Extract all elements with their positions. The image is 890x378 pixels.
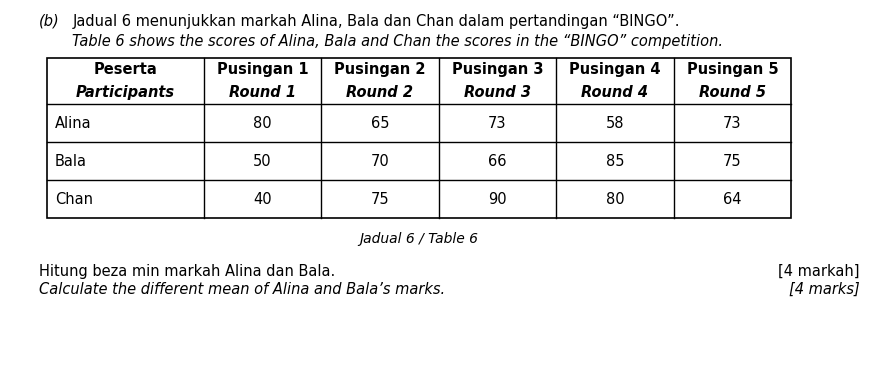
Text: Jadual 6 menunjukkan markah Alina, Bala dan Chan dalam pertandingan “BINGO”.: Jadual 6 menunjukkan markah Alina, Bala … <box>72 14 680 29</box>
Text: 73: 73 <box>723 116 741 130</box>
Text: Pusingan 5: Pusingan 5 <box>686 62 778 77</box>
Text: 40: 40 <box>253 192 271 206</box>
Text: Bala: Bala <box>55 153 87 169</box>
Text: Peserta: Peserta <box>93 62 158 77</box>
Text: 50: 50 <box>253 153 271 169</box>
Text: 66: 66 <box>488 153 506 169</box>
Text: 75: 75 <box>370 192 389 206</box>
Bar <box>47 58 791 218</box>
Text: 64: 64 <box>723 192 741 206</box>
Text: Round 5: Round 5 <box>699 85 766 100</box>
Text: 90: 90 <box>488 192 506 206</box>
Text: Alina: Alina <box>55 116 92 130</box>
Text: Calculate the different mean of Alina and Bala’s marks.: Calculate the different mean of Alina an… <box>39 282 445 297</box>
Text: Round 1: Round 1 <box>229 85 295 100</box>
Text: [4 markah]: [4 markah] <box>778 264 860 279</box>
Text: 85: 85 <box>605 153 624 169</box>
Text: (b): (b) <box>39 14 60 29</box>
Text: 65: 65 <box>370 116 389 130</box>
Text: 80: 80 <box>605 192 624 206</box>
Text: Round 4: Round 4 <box>581 85 649 100</box>
Text: Pusingan 4: Pusingan 4 <box>569 62 660 77</box>
Text: 58: 58 <box>605 116 624 130</box>
Text: Hitung beza min markah Alina dan Bala.: Hitung beza min markah Alina dan Bala. <box>39 264 336 279</box>
Text: Pusingan 3: Pusingan 3 <box>451 62 543 77</box>
Text: 80: 80 <box>253 116 271 130</box>
Text: Round 2: Round 2 <box>346 85 413 100</box>
Text: 75: 75 <box>723 153 741 169</box>
Text: Round 3: Round 3 <box>464 85 530 100</box>
Text: Table 6 shows the scores of Alina, Bala and Chan the scores in the “BINGO” compe: Table 6 shows the scores of Alina, Bala … <box>72 34 724 49</box>
Text: 70: 70 <box>370 153 389 169</box>
Text: Pusingan 2: Pusingan 2 <box>334 62 425 77</box>
Text: Jadual 6 / Table 6: Jadual 6 / Table 6 <box>360 232 479 246</box>
Text: 73: 73 <box>488 116 506 130</box>
Text: Chan: Chan <box>55 192 93 206</box>
Text: [4 marks]: [4 marks] <box>789 282 860 297</box>
Text: Pusingan 1: Pusingan 1 <box>216 62 308 77</box>
Text: Participants: Participants <box>76 85 175 100</box>
